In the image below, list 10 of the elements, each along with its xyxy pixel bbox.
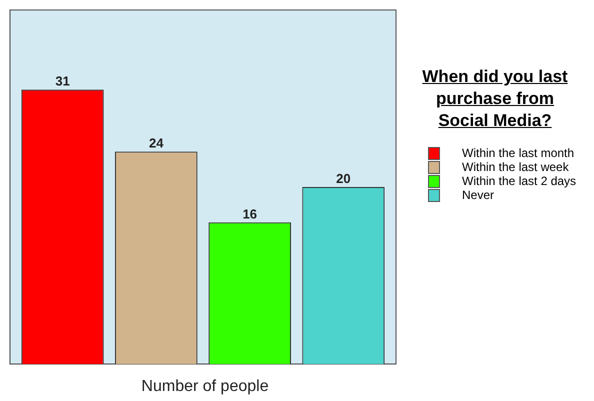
- data-label: 16: [242, 206, 258, 222]
- legend-label: Within the last 2 days: [462, 174, 576, 188]
- data-label: 31: [55, 74, 70, 89]
- legend-label: Within the last month: [462, 146, 574, 160]
- data-label: 20: [336, 171, 351, 186]
- x-axis-title: Number of people: [140, 378, 270, 396]
- legend-label: Within the last week: [462, 160, 569, 174]
- data-label: 24: [148, 136, 164, 151]
- text: When did you last purchase from Social Media?: [421, 66, 569, 132]
- legend-label: Never: [462, 188, 494, 202]
